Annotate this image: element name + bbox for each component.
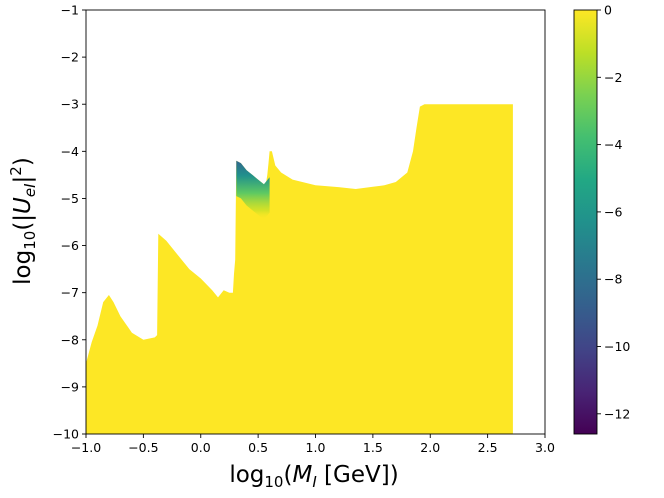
y-tick-label: −8 [61,332,79,347]
colorbar-tick-label: −4 [604,137,622,152]
colorbar-scale [573,9,598,435]
x-axis: −1.0 −0.5 0.0 0.5 1.0 1.5 2.0 2.5 3.0 [71,434,555,455]
y-tick-label: −5 [61,191,79,206]
colorbar-tick-label: −10 [604,339,630,354]
y-tick-label: −9 [61,379,79,394]
y-tick-label: −2 [61,50,79,65]
y-axis-label: log10(|UeI|2) [7,157,39,285]
y-tick-label: −3 [61,97,79,112]
y-tick-label: −1 [61,3,79,18]
plot-area [85,9,546,435]
x-tick-label: 1.0 [306,440,326,455]
x-tick-label: −1.0 [71,440,101,455]
colorbar-tick-label: −2 [604,70,622,85]
y-tick-label: −10 [53,427,79,442]
colorbar: 0 −2 −4 −6 −8 −10 −12 [573,3,630,435]
x-tick-label: 0.0 [191,440,211,455]
gradient-band [236,160,270,220]
colorbar-tick-label: −8 [604,272,622,287]
colorbar-ticks: 0 −2 −4 −6 −8 −10 −12 [597,3,630,421]
x-tick-label: 3.0 [535,440,555,455]
x-tick-label: 0.5 [248,440,268,455]
x-tick-label: 1.5 [363,440,383,455]
x-tick-label: 2.5 [478,440,498,455]
x-tick-label: 2.0 [420,440,440,455]
y-tick-label: −7 [61,285,79,300]
colorbar-tick-label: 0 [604,3,612,18]
y-axis: −1 −2 −3 −4 −5 −6 −7 −8 −9 −10 [53,3,86,442]
y-tick-label: −6 [61,238,79,253]
x-axis-label: log10(MI [GeV]) [229,462,398,491]
colorbar-tick-label: −12 [604,406,630,421]
y-tick-label: −4 [61,144,79,159]
x-tick-label: −0.5 [128,440,158,455]
allowed-region [86,104,513,434]
colorbar-tick-label: −6 [604,204,622,219]
